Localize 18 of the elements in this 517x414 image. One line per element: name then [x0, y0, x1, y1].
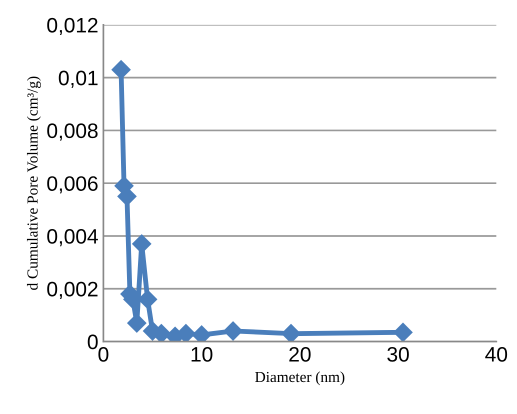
x-tick-label: 30 — [387, 346, 409, 362]
x-tick-label: 10 — [192, 346, 212, 362]
y-tick-label: 0,004 — [47, 228, 98, 246]
y-tick-label: 0 — [88, 334, 98, 350]
x-tick-label: 40 — [485, 346, 508, 362]
y-tick-label: 0,01 — [58, 70, 98, 88]
x-tick-label: 0 — [98, 346, 108, 362]
y-tick-label: 0,012 — [47, 18, 98, 36]
y-tick-label: 0,006 — [47, 176, 98, 194]
point — [112, 60, 131, 80]
y-tick-label: 0,008 — [47, 123, 98, 141]
x-axis-title: Diameter (nm) — [255, 371, 344, 386]
point — [192, 325, 212, 342]
point — [224, 321, 243, 341]
x-tick-label: 20 — [289, 346, 311, 362]
point — [281, 324, 301, 342]
y-tick-label: 0,002 — [47, 282, 98, 299]
y-axis-title: d Cumulative Pore Volume (cm³/g) — [26, 76, 41, 290]
